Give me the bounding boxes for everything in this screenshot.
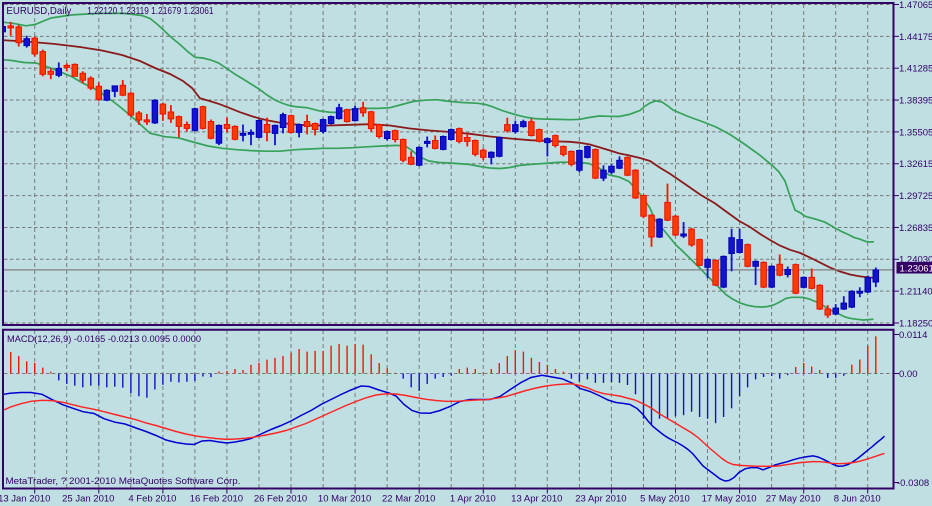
svg-text:1.35505: 1.35505 — [899, 127, 932, 138]
svg-text:13 Jan 2010: 13 Jan 2010 — [0, 494, 50, 505]
svg-text:1.47065: 1.47065 — [899, 0, 932, 11]
svg-text:10 Mar 2010: 10 Mar 2010 — [318, 494, 371, 505]
svg-text:-0.0308: -0.0308 — [897, 478, 929, 489]
svg-text:8 Jun 2010: 8 Jun 2010 — [834, 494, 881, 505]
svg-text:26 Feb 2010: 26 Feb 2010 — [254, 494, 307, 505]
svg-text:1.44175: 1.44175 — [899, 32, 932, 43]
svg-text:1.21140: 1.21140 — [899, 287, 932, 298]
svg-text:1.32615: 1.32615 — [899, 159, 932, 170]
svg-text:16 Feb 2010: 16 Feb 2010 — [190, 494, 243, 505]
svg-text:1,22120 1.23119 1.21679 1.2306: 1,22120 1.23119 1.21679 1.23061 — [87, 6, 214, 17]
svg-text:23 Apr 2010: 23 Apr 2010 — [575, 494, 626, 505]
svg-text:0.0114: 0.0114 — [899, 330, 927, 341]
svg-text:1.18250: 1.18250 — [899, 318, 932, 329]
svg-text:1.24030: 1.24030 — [899, 255, 932, 266]
svg-text:1.23061: 1.23061 — [900, 263, 932, 274]
svg-text:5 May 2010: 5 May 2010 — [640, 494, 690, 505]
svg-text:1 Apr 2010: 1 Apr 2010 — [450, 494, 496, 505]
svg-text:1.38395: 1.38395 — [899, 96, 932, 107]
svg-text:1.29725: 1.29725 — [899, 191, 932, 202]
svg-text:17 May 2010: 17 May 2010 — [702, 494, 757, 505]
svg-text:0.00: 0.00 — [899, 369, 918, 380]
svg-text:MetaTrader, ? 2001-2010 MetaQu: MetaTrader, ? 2001-2010 MetaQuotes Softw… — [6, 476, 241, 487]
svg-text:25 Jan 2010: 25 Jan 2010 — [62, 494, 114, 505]
svg-text:MACD(12,26,9) -0.0165 -0.0213: MACD(12,26,9) -0.0165 -0.0213 0.0095 0.0… — [7, 334, 201, 345]
svg-text:EURUSD,Daily: EURUSD,Daily — [6, 5, 72, 17]
svg-text:4 Feb 2010: 4 Feb 2010 — [128, 494, 176, 505]
svg-text:27 May 2010: 27 May 2010 — [766, 494, 821, 505]
svg-text:13 Apr 2010: 13 Apr 2010 — [511, 494, 562, 505]
svg-text:1.41285: 1.41285 — [899, 64, 932, 75]
svg-text:1.26835: 1.26835 — [899, 223, 932, 234]
svg-text:22 Mar 2010: 22 Mar 2010 — [382, 494, 435, 505]
